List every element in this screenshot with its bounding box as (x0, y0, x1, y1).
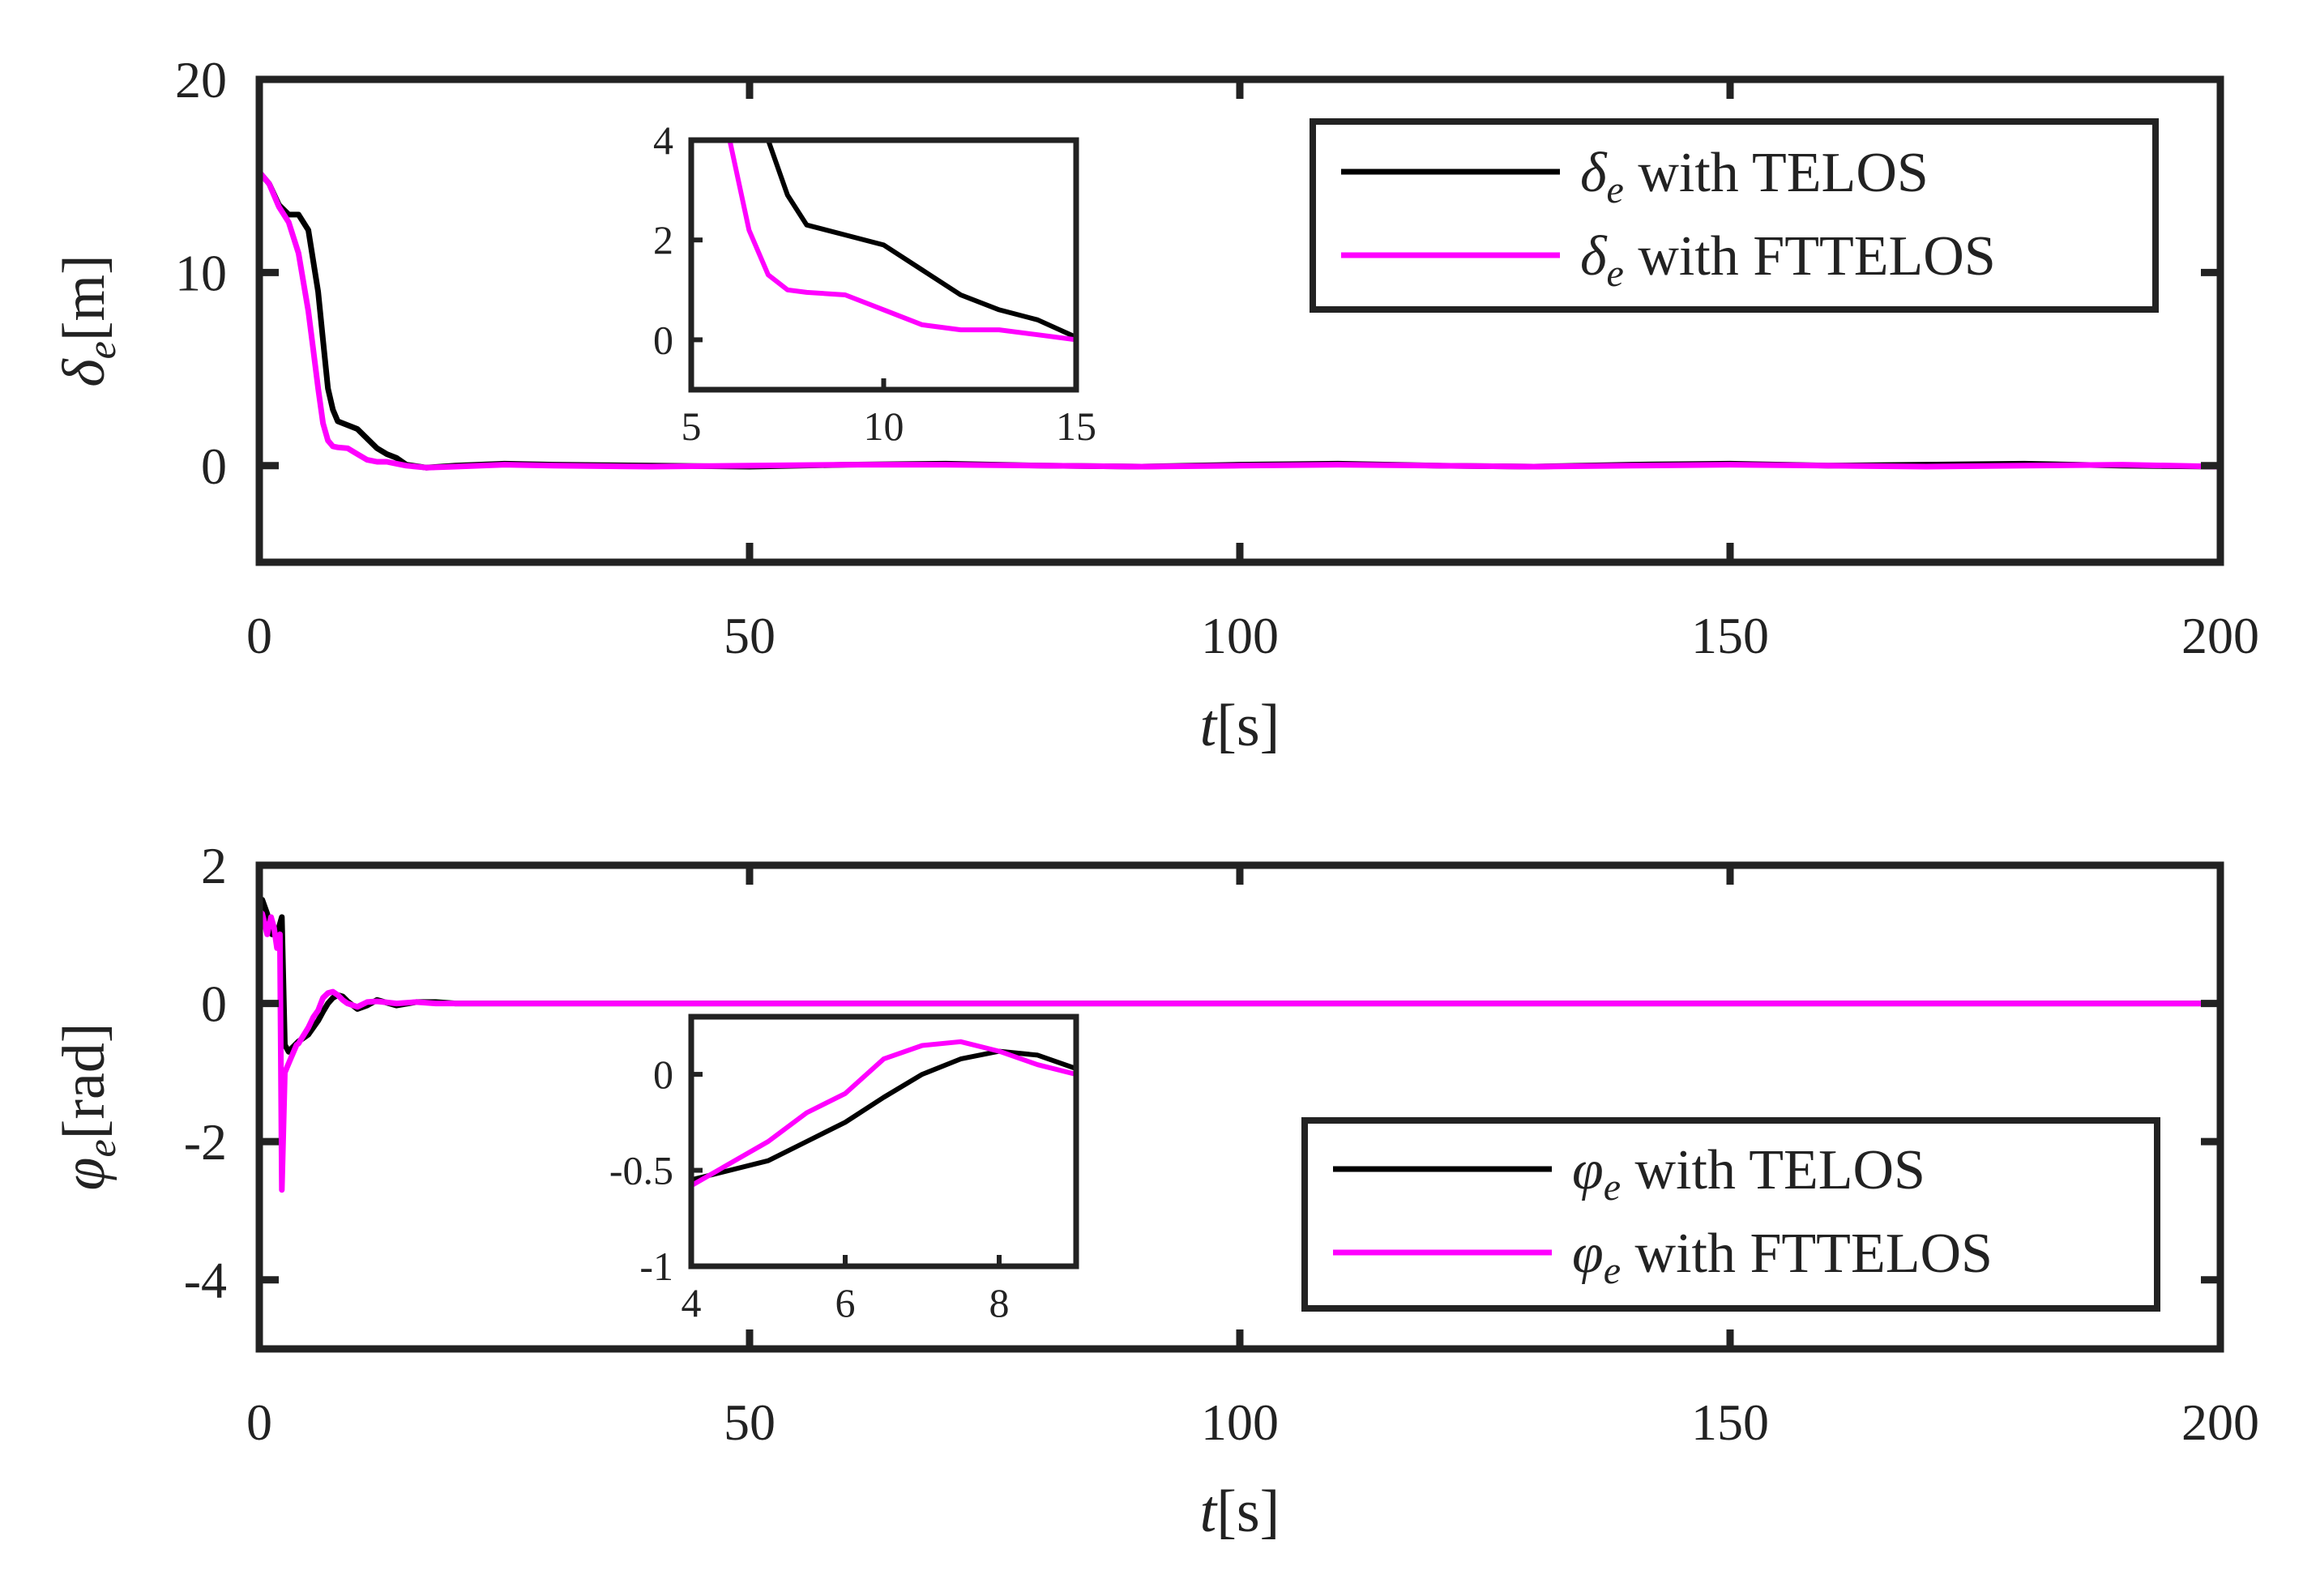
bottom-ytick-label: 2 (201, 837, 227, 894)
top-xtick-label: 50 (724, 607, 776, 664)
bottom-xtick-label: 150 (1691, 1393, 1769, 1451)
top-inset-xtick-label: 10 (864, 403, 904, 449)
bottom-series-fttelos-line (259, 911, 2220, 1193)
bottom-inset-ytick-label: -1 (639, 1244, 673, 1289)
bottom-inset-ytick-label: 0 (653, 1052, 673, 1097)
bottom-inset-xtick-label: 6 (835, 1280, 856, 1325)
top-inset-ytick-label: 0 (653, 317, 673, 362)
bottom-inset-xtick-label: 8 (989, 1280, 1010, 1325)
top-series-fttelos-line (259, 169, 2220, 471)
top-ylabel: δe[m] (51, 254, 124, 386)
top-xlabel: t[s] (1200, 693, 1280, 759)
bottom-inset-ytick-label: -0.5 (609, 1148, 673, 1193)
bottom-legend-entry-telos: φe with TELOS (1572, 1139, 1925, 1209)
top-legend-box (1310, 118, 2159, 313)
bottom-ytick-label: -4 (184, 1252, 227, 1309)
top-ytick-label: 10 (175, 244, 227, 301)
bottom-inset-series-fttelos-line (691, 1039, 1076, 1188)
top-legend-entry-telos: δe with TELOS (1580, 142, 1929, 211)
top-xtick-label: 0 (246, 607, 272, 664)
bottom-xtick-label: 100 (1201, 1393, 1279, 1451)
top-legend-entry-fttelos: δe with FTTELOS (1580, 225, 1996, 295)
top-xtick-label: 200 (2181, 607, 2259, 664)
top-ytick-label: 20 (175, 51, 227, 109)
bottom-legend[interactable]: φe with TELOS φe with FTTELOS (1301, 1117, 2160, 1312)
top-ytick-label: 0 (201, 437, 227, 495)
bottom-ytick-label: -2 (184, 1113, 227, 1171)
bottom-xlabel: t[s] (1200, 1479, 1280, 1545)
top-legend[interactable]: δe with TELOS δe with FTTELOS (1310, 118, 2159, 313)
top-inset-ytick-label: 2 (653, 217, 673, 262)
top-xtick-label: 150 (1691, 607, 1769, 664)
bottom-chart: 0 50 100 150 200 -4 -2 0 2 φe[rad] t[s] 4 6 8 -1 -0.… (51, 837, 2259, 1545)
bottom-inset: 4 6 8 -1 -0.5 0 (609, 1014, 1079, 1325)
bottom-legend-box (1301, 1117, 2160, 1312)
top-xtick-label: 100 (1201, 607, 1279, 664)
bottom-ytick-label: 0 (201, 975, 227, 1033)
bottom-ylabel: φe[rad] (51, 1023, 124, 1191)
top-inset-xtick-label: 5 (682, 403, 702, 449)
bottom-series-telos-line (259, 897, 2220, 1055)
bottom-xtick-label: 0 (246, 1393, 272, 1451)
bottom-xtick-label: 50 (724, 1393, 776, 1451)
bottom-inset-xtick-label: 4 (682, 1280, 702, 1325)
top-inset-ytick-label: 4 (653, 117, 673, 163)
bottom-inset-series-telos-line (691, 1048, 1076, 1183)
bottom-xtick-label: 200 (2181, 1393, 2259, 1451)
top-inset-frame (688, 137, 1079, 393)
top-inset-xtick-label: 15 (1056, 403, 1096, 449)
top-inset: 5 10 15 0 2 4 (653, 117, 1096, 449)
bottom-legend-entry-fttelos: φe with FTTELOS (1572, 1223, 1993, 1292)
